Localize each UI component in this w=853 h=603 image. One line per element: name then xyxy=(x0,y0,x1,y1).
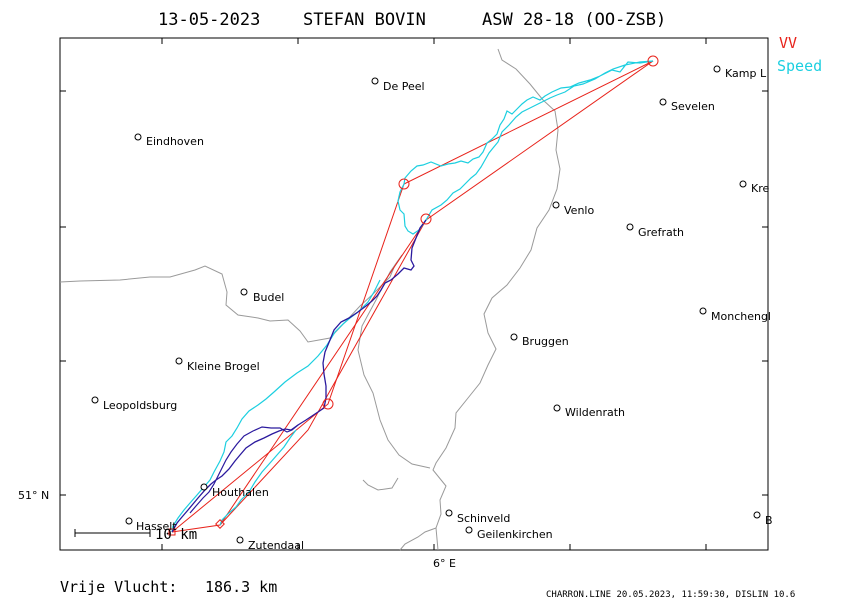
map-frame xyxy=(59,37,769,551)
town-houthalen: Houthalen xyxy=(200,483,269,499)
svg-text:Sevelen: Sevelen xyxy=(671,100,715,113)
town-zutendaal: Zutendaal xyxy=(236,536,304,552)
svg-text:Hasselt: Hasselt xyxy=(136,520,177,533)
svg-text:B: B xyxy=(765,514,773,527)
town-venlo: Venlo xyxy=(552,201,594,217)
scale-bar: 10 km xyxy=(74,527,197,543)
towns: De Peel Kamp L Sevelen Eindhoven Kre Ven… xyxy=(91,65,773,552)
distance-label: Vrije Vlucht: xyxy=(60,578,177,596)
town-kre: Kre xyxy=(739,180,769,195)
task-lines xyxy=(171,60,654,533)
town-kamp-l: Kamp L xyxy=(713,65,767,80)
turnpoint-2-icon xyxy=(398,178,410,190)
turnpoint-3-icon xyxy=(420,213,432,225)
svg-text:Kre: Kre xyxy=(751,182,769,195)
lat-label: 51° N xyxy=(18,489,49,502)
start-marker-icon xyxy=(215,519,225,529)
svg-text:Monchengl: Monchengl xyxy=(711,310,771,323)
speed-track-return xyxy=(219,429,297,526)
svg-text:Leopoldsburg: Leopoldsburg xyxy=(103,399,177,412)
climb-track-loop xyxy=(189,424,299,514)
svg-text:De Peel: De Peel xyxy=(383,80,425,93)
country-borders xyxy=(59,48,561,551)
svg-text:Budel: Budel xyxy=(253,291,284,304)
svg-text:Houthalen: Houthalen xyxy=(212,486,269,499)
legend-speed: Speed xyxy=(777,57,822,75)
town-monchengl: Monchengl xyxy=(699,307,771,323)
svg-text:Schinveld: Schinveld xyxy=(457,512,510,525)
svg-text:Geilenkirchen: Geilenkirchen xyxy=(477,528,553,541)
town-bruggen: Bruggen xyxy=(510,333,569,348)
town-wildenrath: Wildenrath xyxy=(553,404,625,419)
town-schinveld: Schinveld xyxy=(445,509,510,525)
distance-value: 186.3 km xyxy=(205,578,277,596)
scale-bar-label: 10 km xyxy=(155,527,197,543)
turnpoint-1-icon xyxy=(647,55,659,67)
flight-date: 13-05-2023 xyxy=(158,10,260,30)
lon-label: 6° E xyxy=(433,557,456,570)
svg-text:Eindhoven: Eindhoven xyxy=(146,135,204,148)
svg-text:Wildenrath: Wildenrath xyxy=(565,406,625,419)
svg-text:Bruggen: Bruggen xyxy=(522,335,569,348)
climb-track xyxy=(171,219,427,533)
pilot-name: STEFAN BOVIN xyxy=(303,10,426,30)
frame-ticks xyxy=(60,38,768,550)
svg-text:Kamp L: Kamp L xyxy=(725,67,767,80)
svg-text:Venlo: Venlo xyxy=(564,204,594,217)
turnpoint-markers xyxy=(168,55,659,536)
town-kleine-brogel: Kleine Brogel xyxy=(175,357,260,373)
town-sevelen: Sevelen xyxy=(659,98,715,113)
legend-vv: VV xyxy=(779,34,797,52)
town-grefrath: Grefrath xyxy=(626,223,684,239)
glider-type: ASW 28-18 (OO-ZSB) xyxy=(482,10,666,30)
svg-text:Grefrath: Grefrath xyxy=(638,226,684,239)
finish-marker-icon xyxy=(168,528,176,536)
svg-text:Zutendaal: Zutendaal xyxy=(248,539,304,552)
town-b: B xyxy=(753,511,773,527)
town-budel: Budel xyxy=(240,288,284,304)
speed-track xyxy=(397,60,654,235)
svg-text:Kleine Brogel: Kleine Brogel xyxy=(187,360,260,373)
speed-track-south xyxy=(171,279,381,533)
town-geilenkirchen: Geilenkirchen xyxy=(465,526,553,541)
turnpoint-4-icon xyxy=(322,398,334,410)
town-hasselt: Hasselt xyxy=(125,517,177,533)
town-de-peel: De Peel xyxy=(371,77,425,93)
credit-text: CHARRON.LINE 20.05.2023, 11:59:30, DISLI… xyxy=(546,590,795,600)
town-eindhoven: Eindhoven xyxy=(134,133,204,148)
town-leopoldsburg: Leopoldsburg xyxy=(91,396,177,412)
